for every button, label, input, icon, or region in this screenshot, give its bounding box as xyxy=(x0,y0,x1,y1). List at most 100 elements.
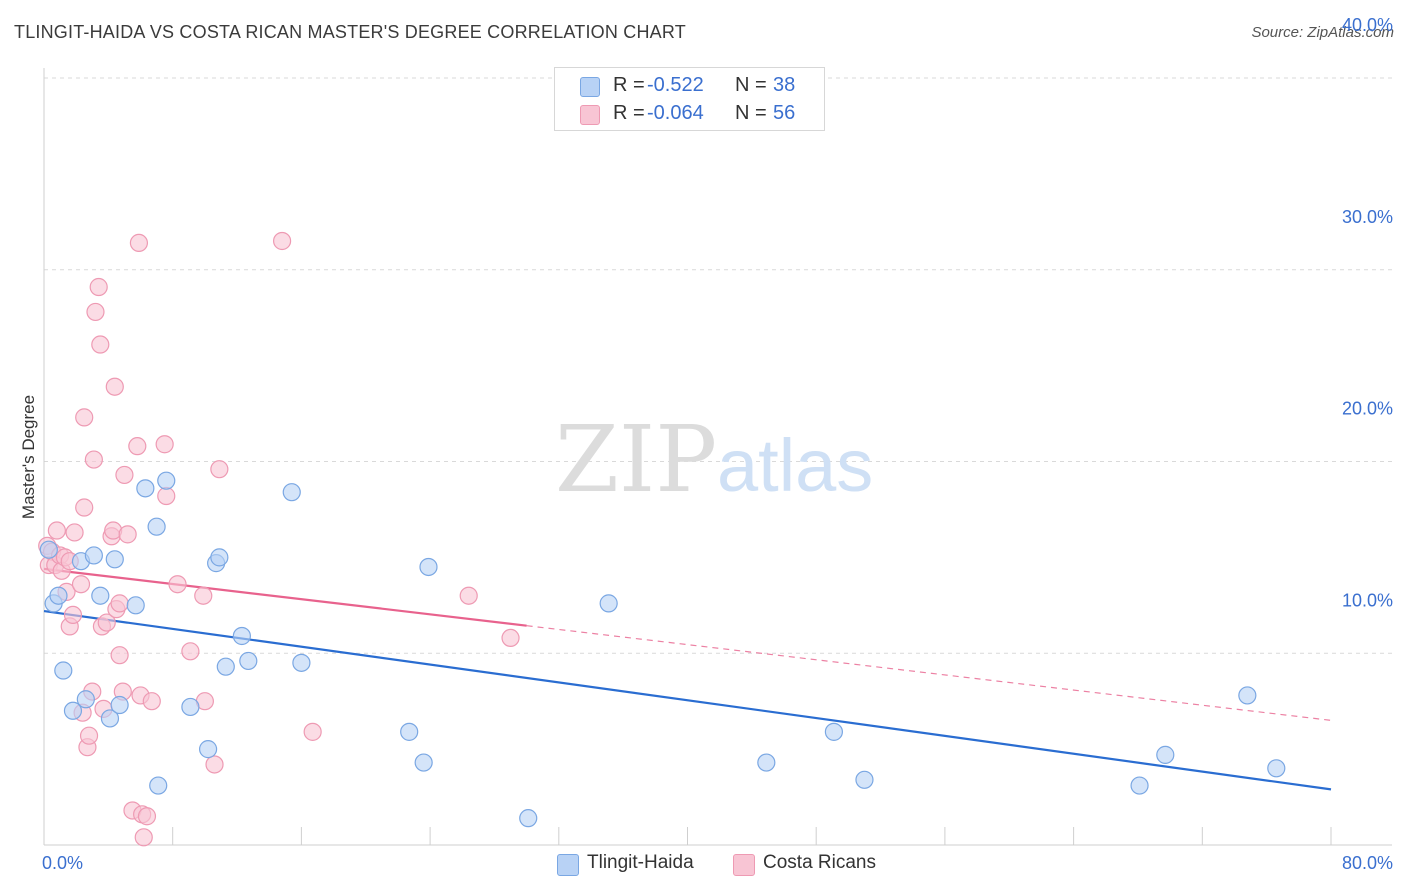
data-point-tlingit-haida xyxy=(519,809,538,828)
chart-source: Source: ZipAtlas.com xyxy=(1251,24,1394,41)
data-point-costa-ricans xyxy=(63,605,83,625)
data-point-tlingit-haida xyxy=(855,770,874,789)
data-point-tlingit-haida xyxy=(63,701,83,720)
legend-swatch-blue xyxy=(580,77,600,97)
legend-n-label: N = xyxy=(735,102,767,124)
trend-lines xyxy=(43,567,1332,791)
data-point-tlingit-haida xyxy=(76,690,95,709)
legend-row-tlingit-haida: R = -0.522 N = 38 xyxy=(555,72,824,100)
data-point-tlingit-haida xyxy=(232,626,251,646)
legend-swatch-pink xyxy=(580,105,600,125)
data-point-tlingit-haida xyxy=(181,697,200,717)
series-swatch-blue xyxy=(557,854,579,876)
data-point-costa-ricans xyxy=(157,486,176,506)
data-point-costa-ricans xyxy=(501,628,520,648)
data-point-costa-ricans xyxy=(181,642,200,661)
data-point-costa-ricans xyxy=(459,586,478,605)
trend-line-blue xyxy=(43,609,1332,791)
data-point-costa-ricans xyxy=(115,465,134,485)
data-point-costa-ricans xyxy=(91,335,110,354)
tick-labels: 10.0% 20.0% 30.0% 40.0% 0.0% 80.0% xyxy=(42,15,1393,873)
data-point-tlingit-haida xyxy=(216,657,235,676)
series-swatch-pink xyxy=(733,854,755,876)
legend-n-label: N = xyxy=(735,74,767,96)
data-point-tlingit-haida xyxy=(414,753,433,772)
legend-r-label: R = xyxy=(613,74,645,96)
legend-r-value: -0.522 xyxy=(647,74,704,96)
data-point-costa-ricans xyxy=(110,646,129,665)
data-point-tlingit-haida xyxy=(49,586,68,605)
data-point-tlingit-haida xyxy=(39,540,58,559)
data-point-tlingit-haida xyxy=(1130,776,1149,795)
data-point-costa-ricans xyxy=(47,521,66,540)
data-point-tlingit-haida xyxy=(1156,745,1175,764)
data-point-tlingit-haida xyxy=(100,709,120,728)
legend-row-costa-ricans: R = -0.064 N = 56 xyxy=(555,100,824,128)
data-point-costa-ricans xyxy=(134,828,153,847)
trend-line-pink xyxy=(43,567,527,627)
data-point-tlingit-haida xyxy=(198,740,218,759)
watermark-atlas: atlas xyxy=(717,424,873,507)
y-axis-label: Master's Degree xyxy=(19,395,38,519)
data-point-costa-ricans xyxy=(168,575,187,594)
correlation-legend: R = -0.522 N = 38 R = -0.064 N = 56 xyxy=(554,67,825,131)
data-point-costa-ricans xyxy=(194,586,213,605)
data-point-tlingit-haida xyxy=(1267,759,1286,778)
data-point-costa-ricans xyxy=(86,302,105,322)
legend-r-value: -0.064 xyxy=(647,102,704,124)
data-point-tlingit-haida xyxy=(419,557,438,577)
data-point-tlingit-haida xyxy=(824,722,843,741)
x-tick-label: 80.0% xyxy=(1342,853,1393,873)
y-tick-label: 40.0% xyxy=(1342,15,1393,35)
data-point-costa-ricans xyxy=(84,450,103,469)
data-point-costa-ricans xyxy=(128,437,147,456)
data-point-costa-ricans xyxy=(118,525,137,544)
data-point-costa-ricans xyxy=(71,575,91,594)
data-point-costa-ricans xyxy=(65,523,84,542)
data-point-costa-ricans xyxy=(142,692,161,711)
data-point-tlingit-haida xyxy=(147,517,166,536)
data-point-costa-ricans xyxy=(155,435,174,454)
watermark: ZIP atlas xyxy=(555,406,873,513)
series-label-costa-ricans: Costa Ricans xyxy=(763,852,876,873)
data-point-costa-ricans xyxy=(75,408,94,427)
data-point-costa-ricans xyxy=(205,755,224,774)
data-point-tlingit-haida xyxy=(400,722,419,741)
data-points xyxy=(38,231,1286,847)
data-point-tlingit-haida xyxy=(210,548,229,567)
data-point-costa-ricans xyxy=(137,807,157,826)
data-point-tlingit-haida xyxy=(105,550,124,569)
legend-n-value: 38 xyxy=(773,74,796,96)
data-point-costa-ricans xyxy=(75,498,94,517)
data-point-costa-ricans xyxy=(97,613,116,632)
data-point-tlingit-haida xyxy=(110,695,129,715)
trend-line-pink-dashed xyxy=(526,625,1332,721)
data-point-costa-ricans xyxy=(272,231,292,251)
data-point-costa-ricans xyxy=(129,233,149,253)
grid-lines xyxy=(44,77,1392,654)
data-point-costa-ricans xyxy=(303,722,322,741)
y-tick-label: 30.0% xyxy=(1342,207,1393,227)
data-point-tlingit-haida xyxy=(757,753,776,772)
watermark-zip: ZIP xyxy=(555,406,717,513)
data-point-costa-ricans xyxy=(89,277,108,297)
y-tick-label: 20.0% xyxy=(1342,399,1393,419)
data-point-tlingit-haida xyxy=(136,479,155,498)
data-point-tlingit-haida xyxy=(239,651,258,671)
data-point-tlingit-haida xyxy=(149,776,168,795)
x-tick-label: 0.0% xyxy=(42,853,83,873)
data-point-tlingit-haida xyxy=(282,483,301,502)
data-point-tlingit-haida xyxy=(157,471,176,490)
data-point-costa-ricans xyxy=(105,377,124,396)
legend-r-label: R = xyxy=(613,102,645,124)
series-label-tlingit-haida: Tlingit-Haida xyxy=(587,852,694,873)
axes xyxy=(43,68,1392,846)
data-point-tlingit-haida xyxy=(84,546,103,565)
y-tick-label: 10.0% xyxy=(1342,590,1393,610)
chart-title: TLINGIT-HAIDA VS COSTA RICAN MASTER'S DE… xyxy=(14,22,686,42)
data-point-tlingit-haida xyxy=(91,586,110,605)
legend-n-value: 56 xyxy=(773,102,796,124)
data-point-tlingit-haida xyxy=(599,594,618,613)
data-point-costa-ricans xyxy=(79,726,99,745)
